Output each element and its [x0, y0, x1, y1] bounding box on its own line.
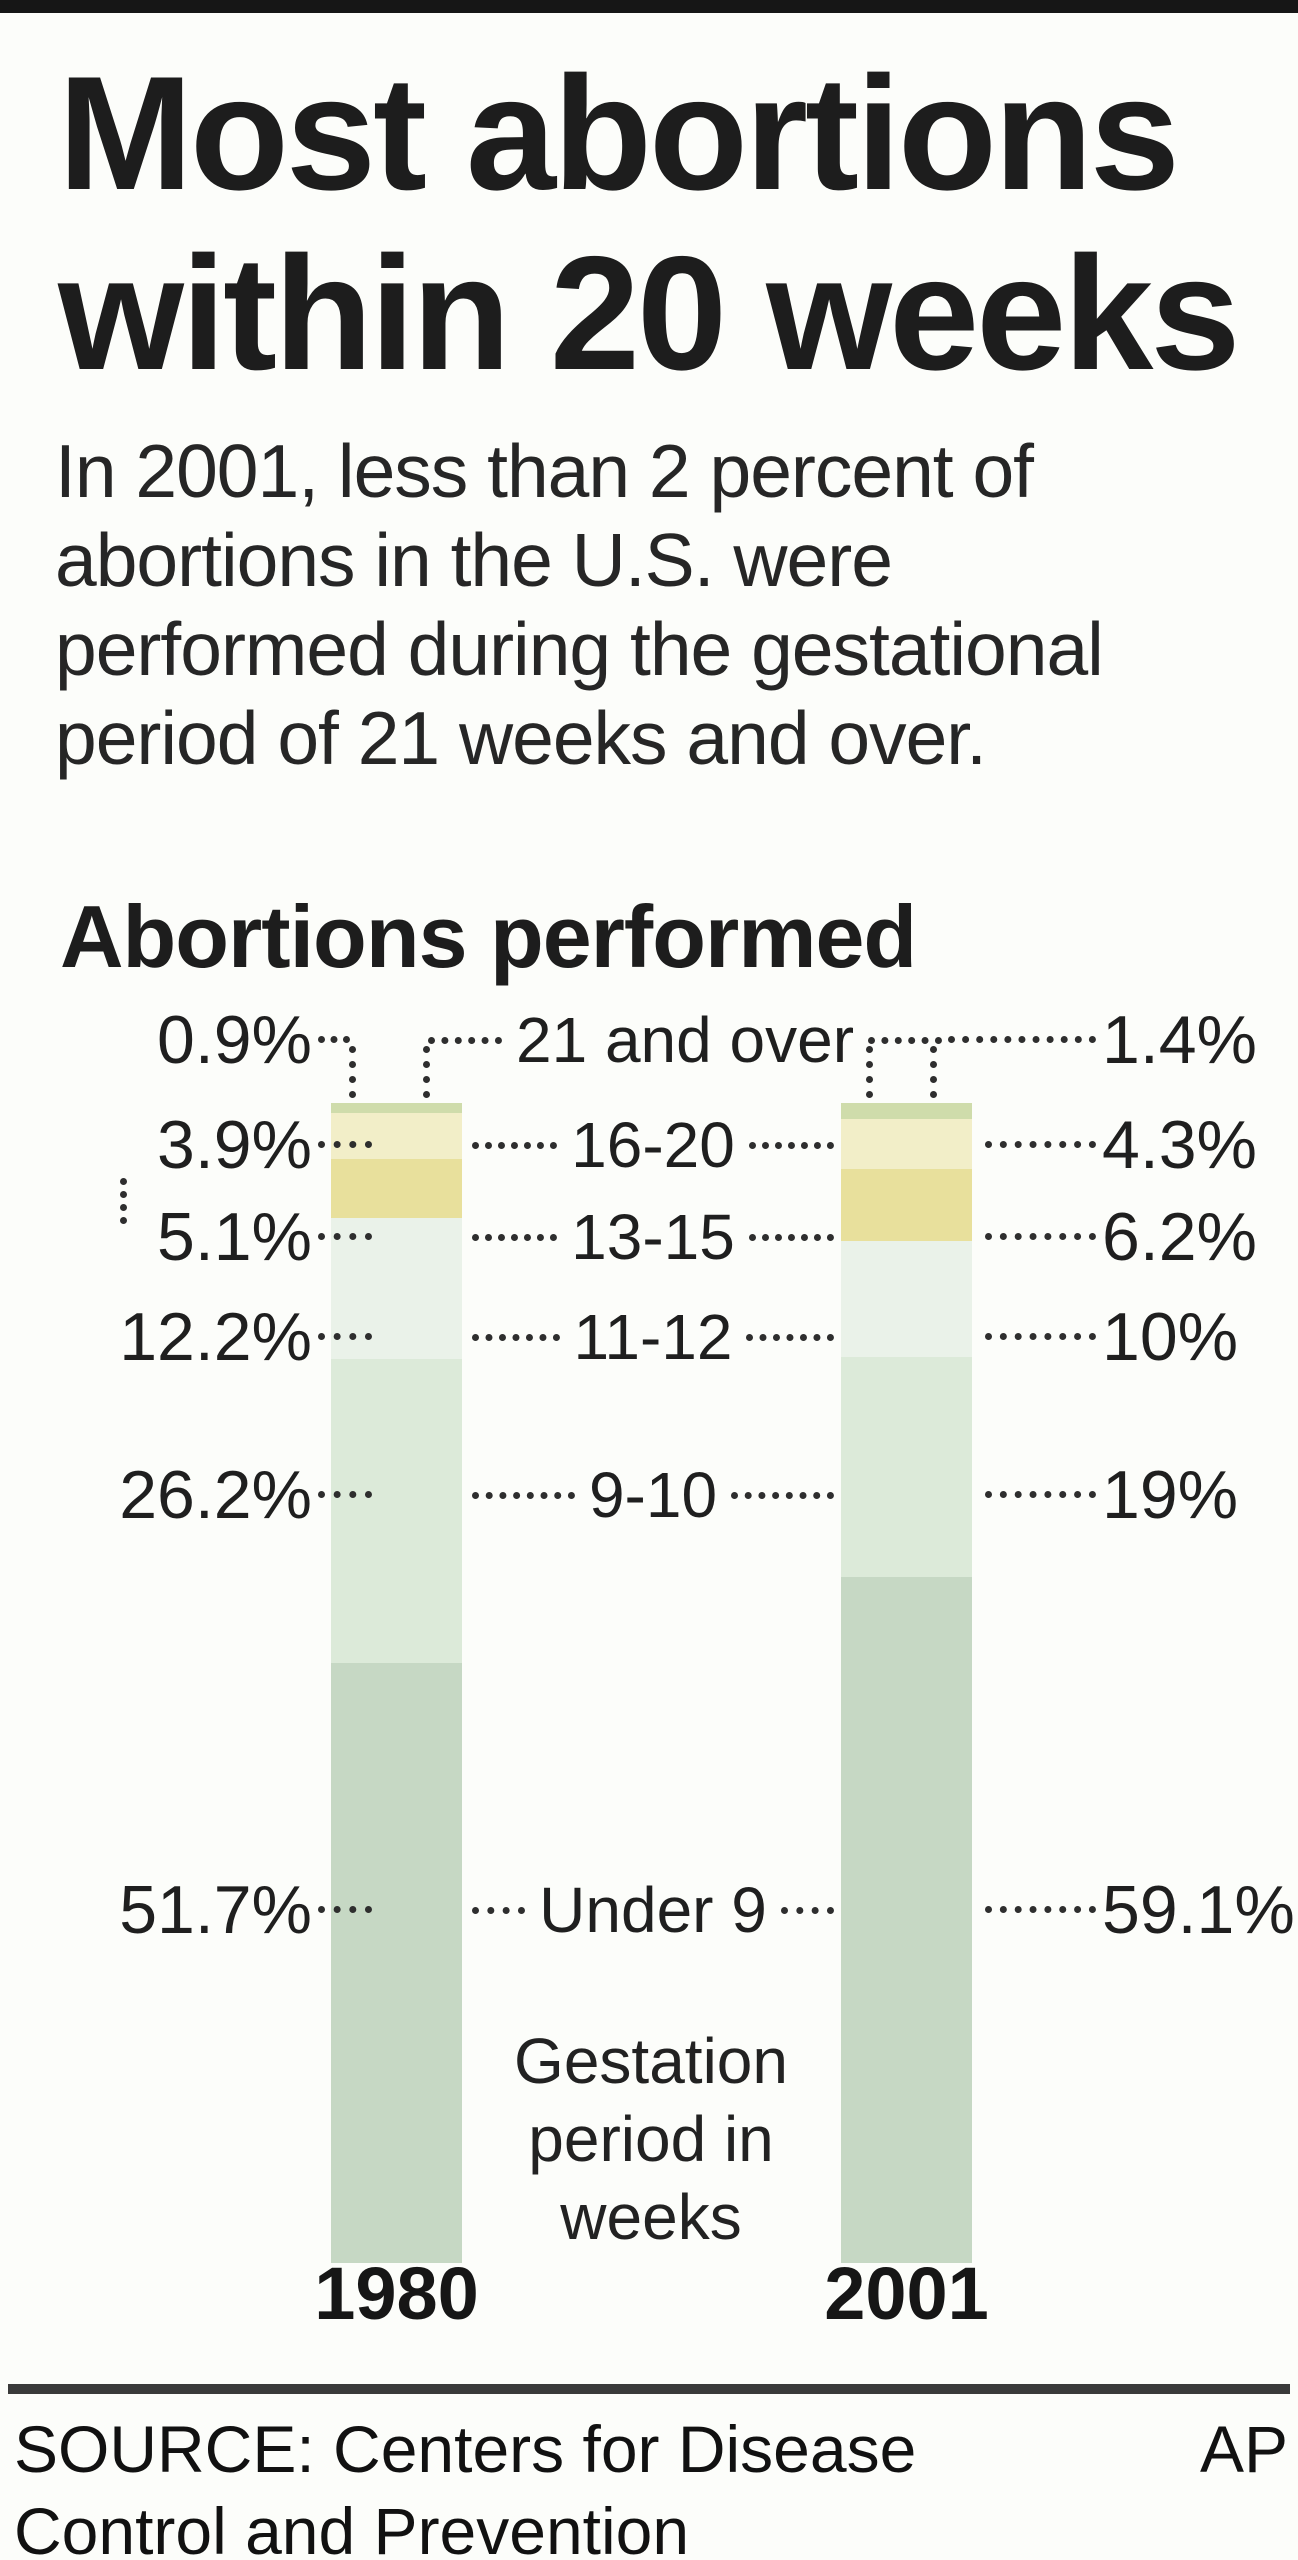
intro-text: In 2001, less than 2 percent of abortion…: [55, 429, 1104, 780]
dotted-leader: [985, 1141, 1096, 1148]
value-label-2001-9-10: 19%: [1102, 1457, 1239, 1533]
dotted-leader: [472, 1233, 558, 1241]
segment-2001-16-20: [841, 1119, 972, 1170]
top-rule-bar: [0, 0, 1298, 13]
dotted-leader: [780, 1906, 834, 1914]
footer-rule: [8, 2384, 1290, 2394]
bar-1980: [331, 1103, 462, 2263]
value-label-1980-16-20: 3.9%: [157, 1107, 312, 1183]
dotted-leader: [985, 1906, 1096, 1913]
dotted-leader: [318, 1491, 372, 1498]
dotted-leader: [748, 1233, 834, 1241]
value-label-2001-16-20: 4.3%: [1102, 1107, 1257, 1183]
segment-2001-21-and-over: [841, 1103, 972, 1120]
dotted-leader: [948, 1036, 1096, 1043]
week-range-label: Under 9: [539, 1874, 767, 1946]
segment-1980-13-15: [331, 1158, 462, 1218]
week-label-row-16-20: 16-20: [472, 1107, 834, 1183]
week-label-row-9-10: 9-10: [472, 1457, 834, 1533]
dotted-leader: [985, 1491, 1096, 1498]
dotted-leader: [318, 1233, 372, 1240]
dotted-leader: [318, 1333, 372, 1340]
segment-1980-16-20: [331, 1113, 462, 1159]
year-label-1980: 1980: [314, 2252, 479, 2335]
value-label-1980-9-10: 26.2%: [119, 1457, 312, 1533]
segment-2001-11-12: [841, 1240, 972, 1357]
dotted-leader: [985, 1233, 1096, 1240]
dotted-leader: [472, 1333, 560, 1341]
value-label-2001-21-and-over: 1.4%: [1102, 1002, 1257, 1078]
dotted-leader: [731, 1491, 834, 1499]
dotted-connector: [423, 1046, 430, 1098]
segment-1980-under-9: [331, 1663, 462, 2263]
dotted-leader: [472, 1141, 558, 1149]
dotted-leader: [985, 1333, 1096, 1340]
axis-note: Gestation period in weeks: [514, 2025, 788, 2253]
dotted-connector: [120, 1178, 127, 1224]
dotted-leader: [746, 1333, 834, 1341]
value-label-1980-11-12: 12.2%: [119, 1299, 312, 1375]
week-label-row-21-and-over: 21 and over: [428, 1002, 942, 1078]
value-label-2001-13-15: 6.2%: [1102, 1199, 1257, 1275]
dotted-leader: [318, 1036, 350, 1043]
value-label-1980-13-15: 5.1%: [157, 1199, 312, 1275]
week-label-row-11-12: 11-12: [472, 1299, 834, 1375]
dotted-leader: [318, 1141, 372, 1148]
segment-2001-under-9: [841, 1577, 972, 2263]
week-range-label: 13-15: [571, 1201, 735, 1273]
bar-2001: [841, 1103, 972, 2263]
segment-2001-13-15: [841, 1169, 972, 1241]
credit-ap: AP: [1199, 2412, 1288, 2486]
page-title: Most abortions within 20 weeks: [58, 43, 1241, 404]
dotted-connector: [349, 1046, 356, 1098]
week-range-label: 21 and over: [515, 1004, 855, 1076]
dotted-leader: [472, 1906, 526, 1914]
week-range-label: 11-12: [573, 1301, 733, 1373]
week-label-row-13-15: 13-15: [472, 1199, 834, 1275]
value-label-1980-under-9: 51.7%: [119, 1872, 312, 1948]
dotted-leader: [868, 1036, 942, 1044]
value-label-1980-21-and-over: 0.9%: [157, 1002, 312, 1078]
segment-1980-9-10: [331, 1359, 462, 1664]
source-text: SOURCE: Centers for Disease Control and …: [14, 2412, 917, 2560]
week-label-row-under-9: Under 9: [472, 1872, 834, 1948]
value-label-2001-11-12: 10%: [1102, 1299, 1239, 1375]
dotted-leader: [428, 1036, 502, 1044]
chart-title: Abortions performed: [60, 887, 917, 986]
segment-2001-9-10: [841, 1356, 972, 1578]
dotted-connector: [930, 1046, 937, 1098]
dotted-leader: [472, 1491, 575, 1499]
value-label-2001-under-9: 59.1%: [1102, 1872, 1295, 1948]
week-range-label: 9-10: [588, 1459, 718, 1531]
dotted-connector: [866, 1046, 873, 1098]
segment-1980-21-and-over: [331, 1103, 462, 1114]
dotted-leader: [748, 1141, 834, 1149]
week-range-label: 16-20: [571, 1109, 735, 1181]
dotted-leader: [318, 1906, 372, 1913]
year-label-2001: 2001: [824, 2252, 989, 2335]
